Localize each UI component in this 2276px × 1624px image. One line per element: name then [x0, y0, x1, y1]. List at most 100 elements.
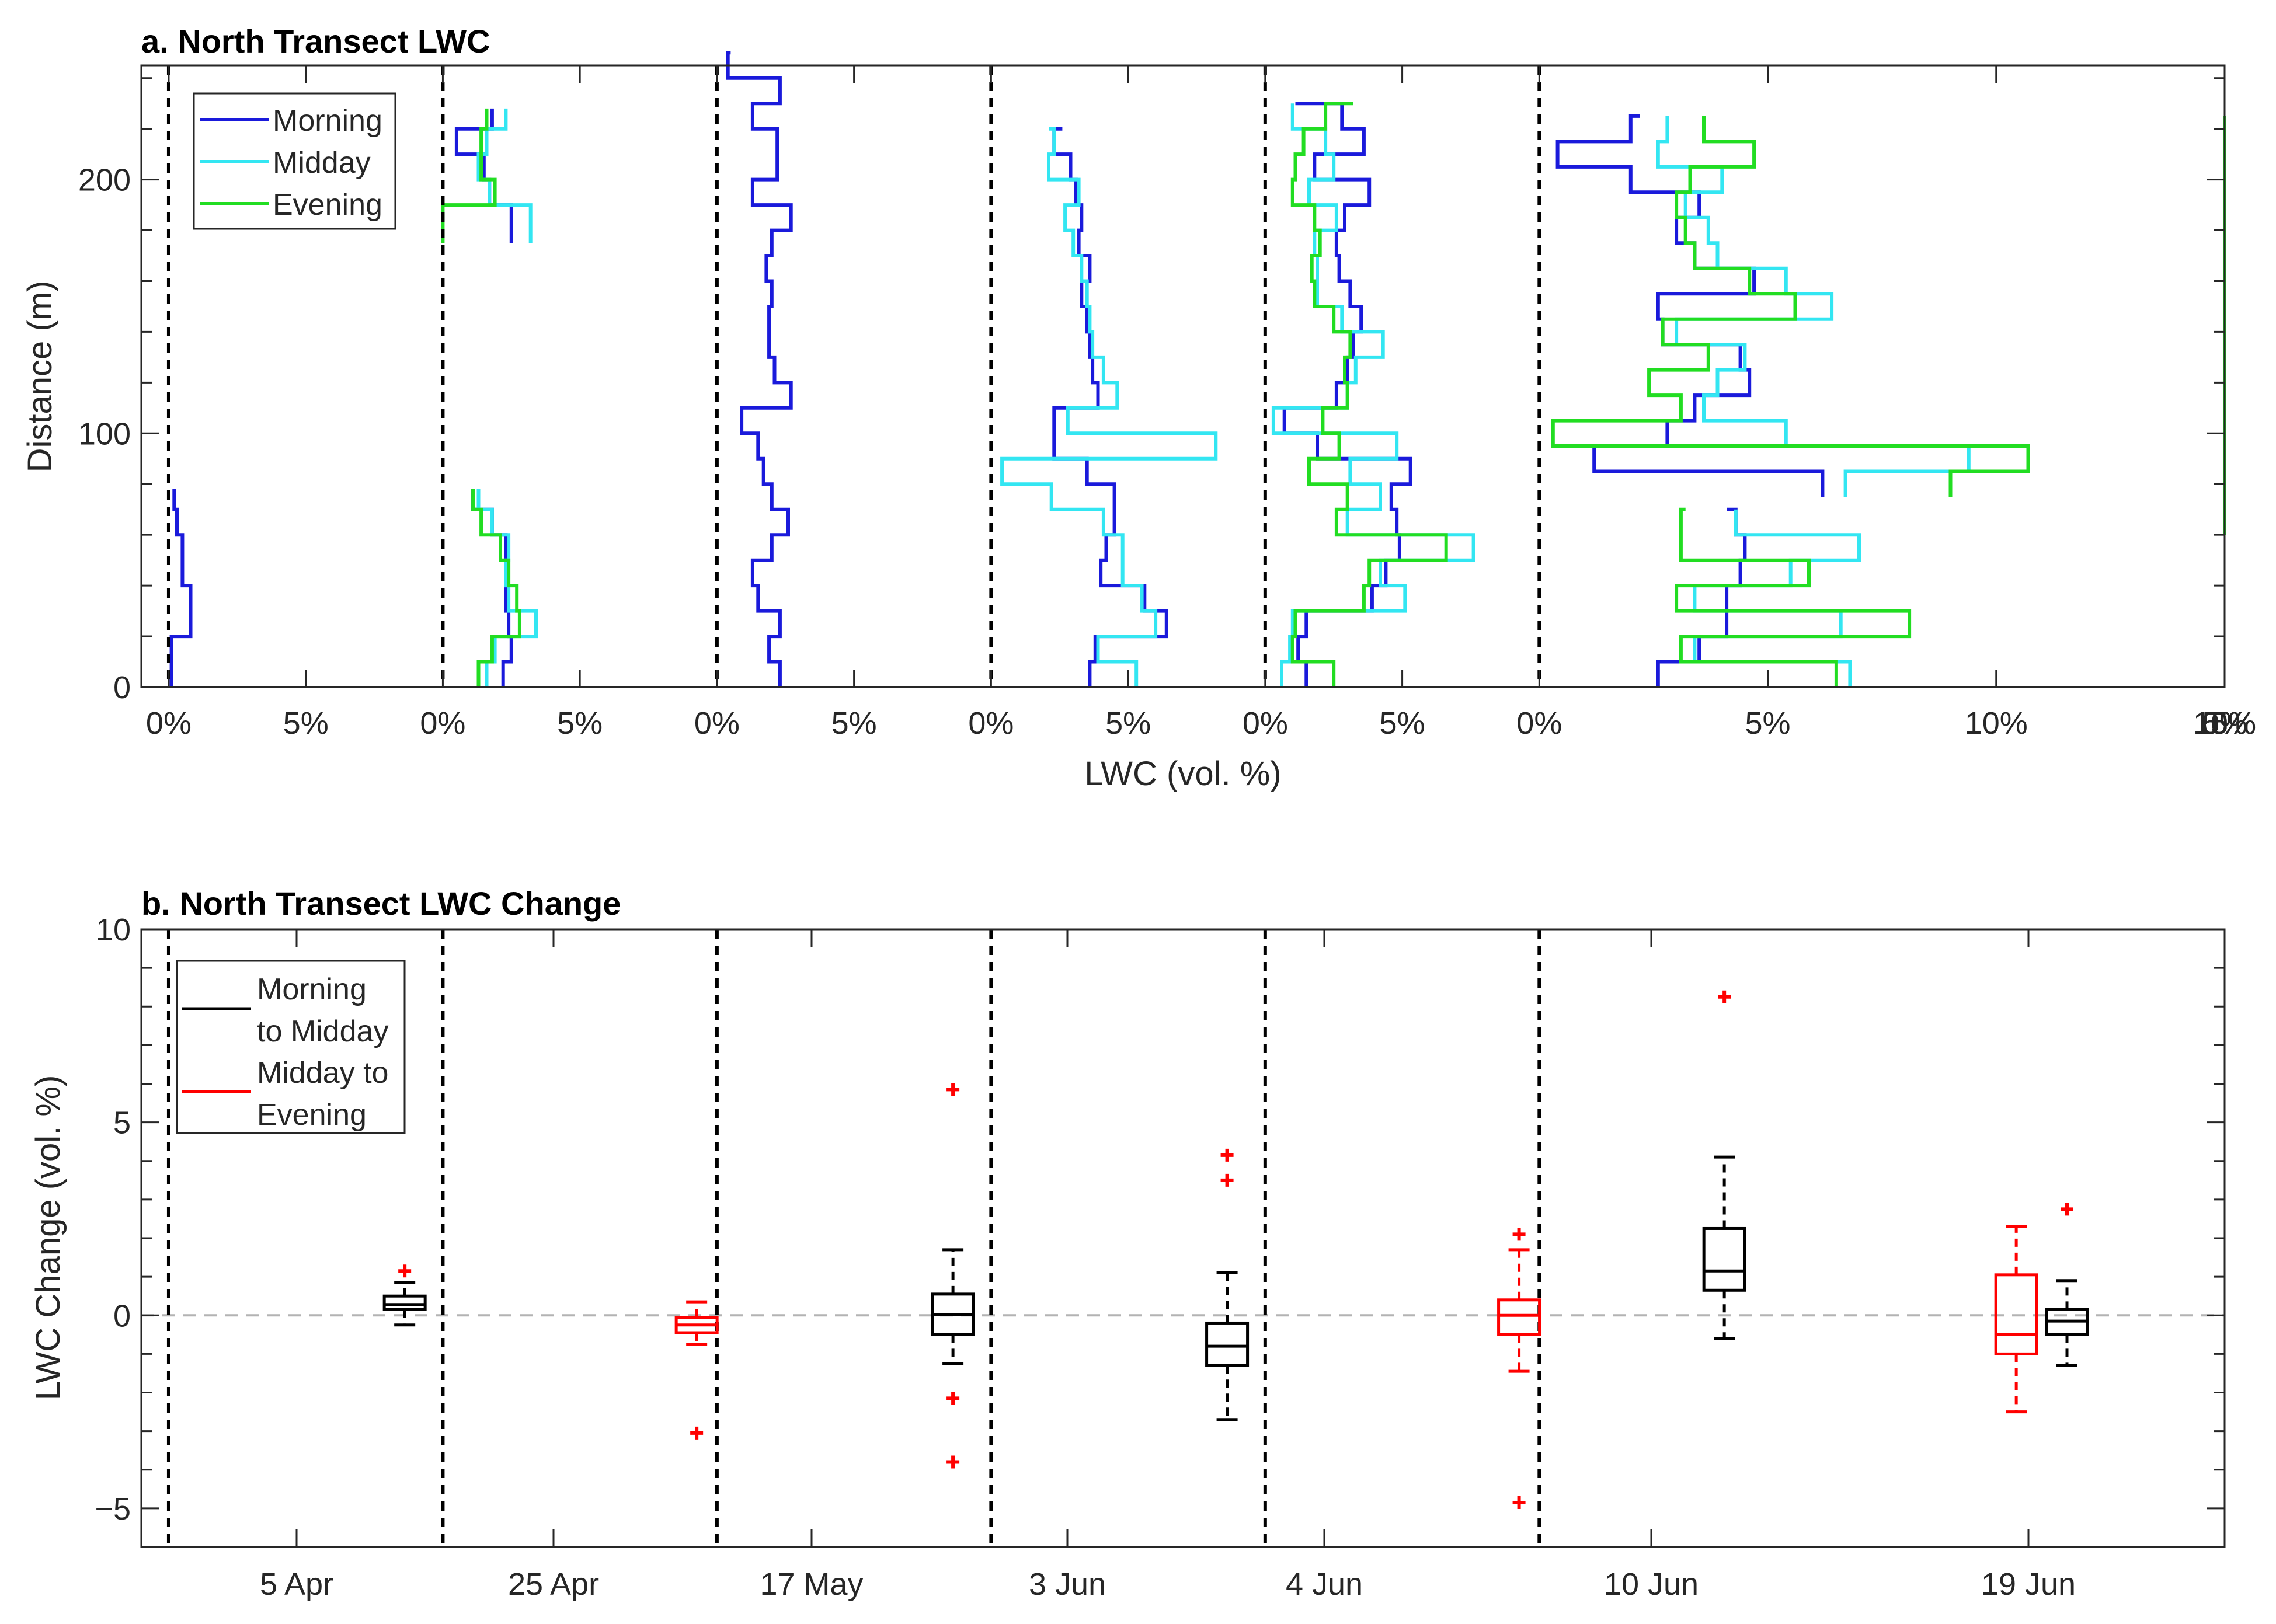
legend-label-evening: Evening — [273, 188, 382, 222]
b-ytick-label-2: 5 — [113, 1106, 131, 1141]
panel-a-date-separators — [166, 65, 1541, 687]
profile-line-midday-25-apr-seg0 — [476, 489, 538, 687]
profile-line-evening-10-jun-seg0 — [1675, 507, 1912, 687]
a-xtick-label-4: 0% — [694, 706, 740, 741]
panel-b-legend-box — [176, 960, 406, 1134]
profile-panel-3-jun — [1000, 127, 1218, 687]
legend-label-midday-to-evening: Midday to Evening — [257, 1056, 397, 1132]
box-morning-to-midday-10-jun — [1702, 990, 1746, 1340]
box-midday-to-evening-4-jun — [1497, 1228, 1541, 1509]
profile-line-evening-4-jun-seg0 — [1290, 102, 1448, 687]
outlier-0 — [690, 1426, 704, 1440]
category-label-25-apr: 25 Apr — [508, 1567, 599, 1602]
profile-line-midday-10-jun-seg0 — [1693, 509, 1861, 687]
a-xtick-label-6: 0% — [968, 706, 1014, 741]
legend-label-midday: Midday — [273, 146, 371, 180]
legend-label-morning-to-midday: Morning to Midday — [257, 973, 388, 1048]
outlier-1 — [1512, 1496, 1526, 1509]
legend-label-midday-to-evening-line1: Midday to — [257, 1056, 388, 1090]
box-body — [1205, 1321, 1250, 1367]
box-morning-to-midday-19-jun — [2045, 1203, 2089, 1367]
panel-a-axes-frame — [140, 64, 2226, 688]
panel-a-series-group — [169, 51, 2226, 687]
outlier-0 — [398, 1264, 412, 1278]
category-label-5-apr: 5 Apr — [260, 1567, 333, 1602]
a-xtick-label-5: 5% — [831, 706, 877, 741]
profile-line-evening-25-apr-seg0 — [471, 489, 521, 687]
a-xtick-label-11: 5% — [1745, 706, 1791, 741]
box-body — [1497, 1298, 1541, 1336]
a-xtick-label-7: 5% — [1105, 706, 1151, 741]
panel-b-title: b. North Transect LWC Change — [141, 885, 621, 922]
category-label-4-jun: 4 Jun — [1286, 1567, 1363, 1602]
profile-panel-4-jun — [1271, 102, 1475, 687]
profile-line-morning-3-jun-seg0 — [1052, 127, 1168, 687]
profile-line-morning-5-apr-seg0 — [169, 489, 193, 687]
outlier-1 — [946, 1392, 960, 1405]
b-ytick-label-0: −5 — [95, 1491, 131, 1527]
box-morning-to-midday-4-jun — [1205, 1148, 1250, 1421]
category-label-3-jun: 3 Jun — [1029, 1567, 1106, 1602]
outlier-0 — [2061, 1203, 2073, 1216]
profile-panel-17-may — [726, 51, 793, 687]
profile-panel-10-jun — [1551, 114, 2030, 687]
panel-a-title: a. North Transect LWC — [141, 23, 490, 60]
profile-panel-25-apr — [441, 108, 538, 687]
box-body — [1702, 1226, 1746, 1292]
category-label-10-jun: 10 Jun — [1604, 1567, 1699, 1602]
a-xtick-label-8: 0% — [1243, 706, 1288, 741]
box-body — [1994, 1273, 2038, 1355]
outlier-2 — [946, 1455, 960, 1469]
panel-a-y-ticks: 0 100 200 — [78, 77, 2225, 705]
b-ytick-label-3: 10 — [96, 912, 131, 947]
category-label-17-may: 17 May — [760, 1567, 863, 1602]
legend-label-midday-to-evening-line2: Evening — [257, 1098, 367, 1132]
profile-line-midday-3-jun-seg0 — [1000, 127, 1218, 687]
outlier-1 — [1220, 1173, 1234, 1187]
outlier-0 — [946, 1083, 960, 1096]
panel-b-legend: Morning to Midday Midday to Evening — [176, 960, 406, 1134]
panel-b-axes-frame — [140, 928, 2226, 1548]
panel-b-lwc-change: b. North Transect LWC Change −5 0 5 10 5 Ap… — [29, 885, 2226, 1602]
a-ytick-label-0: 0 — [113, 670, 131, 705]
category-label-19-jun: 19 Jun — [1981, 1567, 2076, 1602]
box-midday-to-evening-10-jun — [1994, 1225, 2038, 1414]
legend-label-morning-to-midday-line1: Morning — [257, 973, 367, 1006]
profile-panel-5-apr — [169, 489, 193, 687]
a-xtick-label-14: 5% — [2202, 706, 2247, 741]
panel-b-x-ticks: 5 Apr 25 Apr 17 May 3 Jun 4 Jun 10 Jun 19 Jun — [260, 929, 2076, 1602]
outlier-0 — [1220, 1148, 1234, 1162]
profile-line-midday-25-apr-seg1 — [476, 108, 533, 243]
profile-line-morning-17-may-seg0 — [726, 51, 793, 687]
box-body — [382, 1294, 427, 1311]
a-xtick-label-10: 0% — [1516, 706, 1562, 741]
panel-b-y-ticks: −5 0 5 10 — [95, 912, 2225, 1548]
panel-a-y-axis-label: Distance (m) — [21, 281, 59, 473]
legend-label-morning-to-midday-line2: to Midday — [257, 1015, 388, 1048]
panel-b-date-separators — [166, 929, 1541, 1547]
box-morning-to-midday-3-jun — [931, 1083, 975, 1469]
box-midday-to-evening-25-apr — [674, 1300, 719, 1440]
b-ytick-label-1: 0 — [113, 1298, 131, 1333]
panel-a-legend: Morning Midday Evening — [193, 92, 396, 230]
a-xtick-label-1: 5% — [283, 706, 329, 741]
legend-label-morning: Morning — [273, 104, 382, 138]
profile-line-midday-10-jun-seg1 — [1656, 116, 1971, 497]
panel-b-y-axis-label: LWC Change (vol. %) — [29, 1075, 67, 1400]
box-morning-to-midday-25-apr — [382, 1264, 427, 1327]
profile-line-evening-10-jun-seg1 — [1551, 116, 2030, 497]
a-xtick-label-2: 0% — [420, 706, 465, 741]
a-xtick-label-9: 5% — [1380, 706, 1425, 741]
a-xtick-label-12: 10% — [1965, 706, 2028, 741]
panel-b-box-plots — [382, 990, 2089, 1509]
outlier-0 — [1512, 1228, 1526, 1241]
panel-a-x-axis-label: LWC (vol. %) — [1084, 755, 1281, 793]
a-xtick-label-3: 5% — [557, 706, 603, 741]
panel-a-x-ticks: 0% 5% 0% 5% 0% 5% 0% 5% 0% 5% 0% 5% 10% 0%5%10%15% — [146, 65, 2256, 741]
a-xtick-label-15: 10% — [2193, 706, 2256, 741]
a-ytick-label-100: 100 — [78, 416, 131, 451]
a-ytick-label-200: 200 — [78, 163, 131, 198]
a-xtick-label-13: 0% — [2202, 706, 2247, 741]
